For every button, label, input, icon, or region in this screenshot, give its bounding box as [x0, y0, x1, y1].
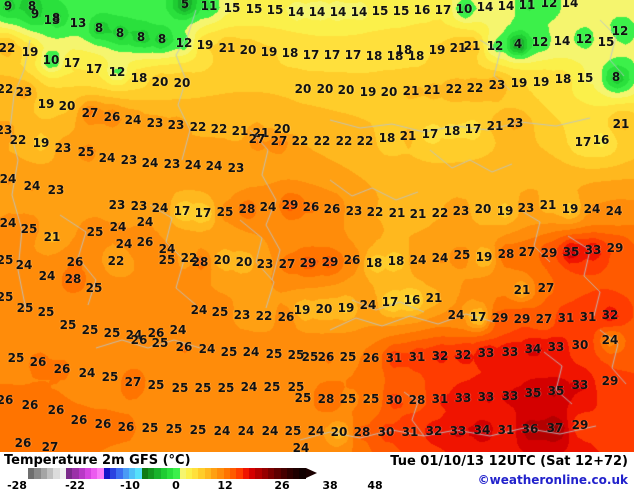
temperature-map[interactable]: 9 8 13 9 8 13 8 8 8 8 5 11 15 15 15 14 14 14 14 15 15 16 17 10 1…: [0, 0, 634, 452]
color-swatch-42: [293, 468, 300, 479]
legend-title: Temperature 2m GFS (°C): [4, 453, 191, 468]
scale-tick-1: -22: [65, 479, 85, 490]
color-swatch-4: [53, 468, 60, 479]
color-swatch-38: [267, 468, 275, 479]
color-swatch-9: [84, 468, 92, 479]
color-swatch-27: [198, 468, 205, 479]
color-swatch-8: [78, 468, 85, 479]
color-swatch-26: [192, 468, 199, 479]
color-swatch-37: [261, 468, 268, 479]
color-scale-ticks: -28 -22 -10 0 12 26 38 48: [0, 479, 383, 490]
color-swatch-3: [46, 468, 54, 479]
color-swatch-24: [179, 468, 186, 479]
color-scale-bar: [28, 468, 306, 479]
color-swatch-15: [122, 468, 129, 479]
color-swatch-32: [230, 468, 237, 479]
color-swatch-11: [97, 468, 104, 479]
color-swatch-40: [280, 468, 287, 479]
color-swatch-31: [223, 468, 230, 479]
scale-tick-5: 26: [274, 479, 290, 490]
color-swatch-23: [173, 468, 180, 479]
color-swatch-5: [59, 468, 66, 479]
scale-tick-2: -10: [120, 479, 140, 490]
scale-tick-6: 38: [322, 479, 338, 490]
color-swatch-6: [65, 468, 73, 479]
color-swatch-33: [236, 468, 243, 479]
copyright-link[interactable]: ©weatheronline.co.uk: [477, 473, 628, 487]
scale-tick-7: 48: [367, 479, 383, 490]
color-swatch-39: [274, 468, 281, 479]
color-swatch-22: [166, 468, 174, 479]
color-swatch-35: [248, 468, 256, 479]
color-swatch-21: [160, 468, 167, 479]
color-swatch-18: [141, 468, 148, 479]
scale-tick-3: 0: [172, 479, 180, 490]
color-swatch-36: [255, 468, 262, 479]
color-scale-arrow-icon: [306, 468, 317, 478]
color-swatch-13: [110, 468, 117, 479]
color-swatch-0: [28, 468, 35, 479]
map-footer: Temperature 2m GFS (°C) -28 -22 -10 0 12 26 38…: [0, 452, 634, 490]
color-swatch-17: [135, 468, 142, 479]
color-swatch-12: [103, 468, 111, 479]
color-swatch-10: [91, 468, 98, 479]
color-swatch-7: [72, 468, 79, 479]
scale-tick-4: 12: [217, 479, 233, 490]
color-scale: [28, 468, 318, 479]
color-swatch-16: [129, 468, 136, 479]
color-swatch-41: [286, 468, 294, 479]
color-swatch-20: [154, 468, 161, 479]
color-swatch-19: [147, 468, 155, 479]
color-swatch-28: [204, 468, 212, 479]
color-swatch-29: [211, 468, 218, 479]
color-swatch-1: [34, 468, 41, 479]
temperature-contour-canvas: [0, 0, 634, 452]
color-swatch-25: [185, 468, 193, 479]
color-swatch-34: [242, 468, 249, 479]
color-swatch-43: [299, 468, 306, 479]
scale-tick-0: -28: [7, 479, 27, 490]
color-swatch-30: [217, 468, 224, 479]
model-run-info: Tue 01/10/13 12UTC (Sat 12+72): [390, 454, 628, 469]
color-swatch-14: [116, 468, 123, 479]
color-swatch-2: [40, 468, 47, 479]
